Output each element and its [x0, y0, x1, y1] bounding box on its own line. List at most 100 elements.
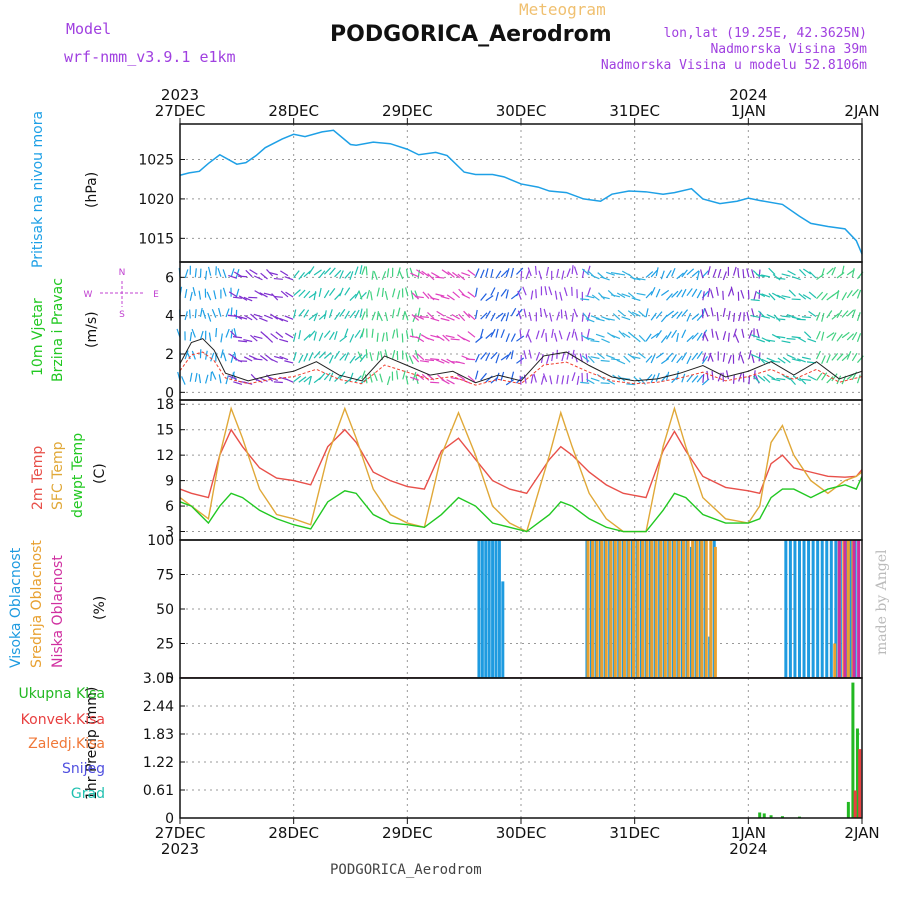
wind-arrow [450, 338, 460, 341]
wind-arrow [344, 328, 349, 338]
wind-arrow [666, 352, 674, 360]
wind-arrow [405, 287, 409, 297]
wind-arrow [650, 269, 658, 278]
wind-arrow [600, 359, 610, 362]
wind-arrow [821, 292, 828, 301]
wind-arrow [339, 371, 346, 380]
wind-arrow [204, 270, 208, 280]
wind-arrow [198, 290, 202, 300]
wind-arrow [761, 293, 771, 298]
wind-arrow [631, 277, 641, 281]
wind-arrow [495, 291, 499, 301]
wind-arrow [396, 328, 399, 338]
wind-arrow [826, 267, 834, 275]
wind-arrow [274, 315, 284, 322]
x-tick-label-bottom: 31DEC [609, 824, 660, 842]
wind-arrow [249, 269, 258, 275]
y-tick-label: 1015 [138, 231, 174, 247]
wind-arrow [782, 374, 791, 381]
lonlat-info: lon,lat (19.25E, 42.3625N) [663, 26, 868, 41]
wind-arrow [841, 354, 850, 362]
y-tick-label: 75 [156, 568, 174, 584]
wind-arrow [371, 270, 374, 280]
wind-arrow [846, 351, 852, 360]
wind-arrow [831, 266, 836, 276]
wind-arrow [430, 317, 440, 322]
compass-e: E [153, 290, 159, 300]
y-tick-label: 0.61 [143, 783, 174, 799]
wind-arrow [686, 268, 695, 276]
wind-arrow [207, 312, 212, 322]
precip-conv-bar [858, 749, 862, 818]
wind-arrow [621, 293, 631, 298]
wind-arrow [851, 309, 856, 319]
wind-arrow [551, 328, 554, 338]
wind-arrow [233, 314, 243, 320]
wind-arrow [752, 270, 761, 278]
wind-arrow [610, 294, 621, 298]
wind-arrow [807, 338, 817, 343]
cloud-mid-bar [695, 540, 699, 678]
wind-arrow [391, 329, 396, 339]
wind-arrow [803, 268, 812, 275]
wind-arrow [222, 269, 227, 279]
wind-arrow [561, 270, 565, 280]
wind-arrow [706, 370, 709, 380]
wind-arrow [273, 295, 283, 298]
wind-arrow [549, 312, 553, 322]
cloud-low-bar [857, 540, 861, 678]
wind-arrow [623, 355, 631, 363]
wind-arrow [263, 292, 273, 296]
wind-arrow [616, 359, 626, 365]
wind-arrow [411, 292, 420, 300]
wind-arrow [631, 355, 641, 360]
wind-arrow [397, 267, 401, 277]
wind-arrow [505, 351, 512, 360]
wind-arrow [696, 374, 704, 383]
wind-arrow [500, 288, 507, 297]
wind-arrow [681, 309, 689, 317]
cloud-mid-bar [622, 540, 626, 678]
legend-conv-precip: Konvek.Kisa [20, 712, 105, 728]
temp-dewpt-line [179, 476, 863, 533]
wind-arrow [671, 290, 679, 298]
cloud-mid-bar [846, 540, 850, 678]
wind-arrow [425, 337, 435, 342]
wind-arrow [452, 291, 461, 299]
wind-arrow [528, 311, 532, 321]
wind-arrow [600, 295, 610, 300]
wind-arrow [243, 338, 253, 343]
wind-arrow [359, 265, 363, 275]
wind-arrow [284, 377, 294, 383]
wind-arrow [436, 335, 445, 341]
wind-arrow [490, 328, 496, 338]
wind-arrow [391, 350, 396, 360]
wind-arrow [344, 352, 349, 361]
wind-arrow [215, 328, 218, 338]
cloud-high-bar [797, 540, 801, 678]
x-tick-label-bottom: 1JAN [731, 824, 766, 842]
wind-arrow [701, 356, 708, 365]
wind-arrow [836, 375, 842, 385]
wind-arrow [544, 286, 548, 296]
cloud-mid-bar [636, 540, 640, 678]
year-label-bottom: 2024 [729, 840, 767, 858]
wind-arrow [366, 289, 371, 299]
wind-arrow [516, 267, 524, 275]
wind-arrow [467, 331, 476, 338]
wind-arrow [816, 372, 823, 381]
wind-arrow [711, 328, 714, 338]
wind-arrow [821, 312, 825, 322]
wind-arrow [598, 292, 605, 300]
wind-arrow [440, 317, 450, 322]
cloud-high-bar [829, 540, 833, 678]
cloud-mid-bar [682, 540, 686, 678]
x-tick-label-top: 27DEC [155, 102, 206, 120]
wind-arrow [220, 349, 224, 359]
wind-arrow [587, 355, 595, 364]
wind-arrow [722, 290, 724, 300]
wind-arrow [381, 271, 387, 280]
wind-arrow [722, 352, 726, 362]
wind-arrow [580, 298, 590, 301]
wind-arrow [740, 354, 745, 364]
